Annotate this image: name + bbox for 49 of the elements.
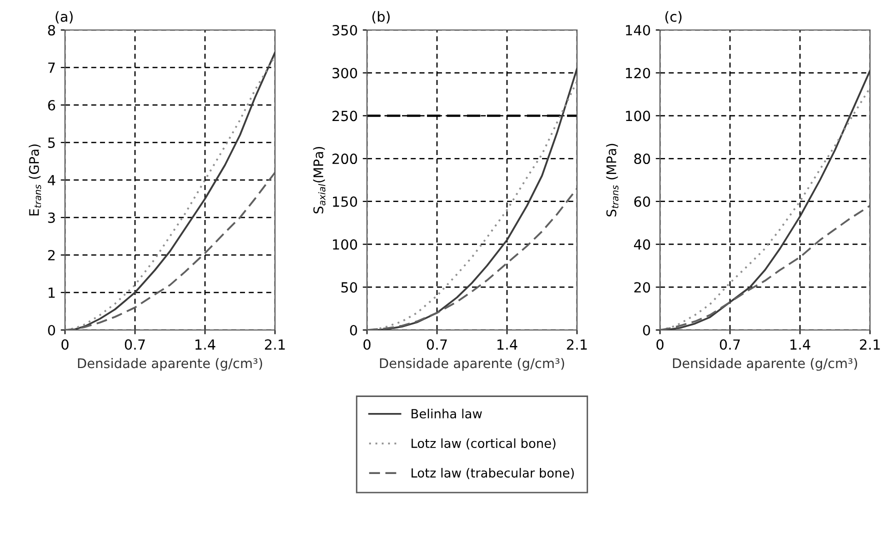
- x-axis-title: Densidade aparente (g/cm³): [673, 358, 858, 371]
- x-tick-label: 0: [656, 339, 664, 350]
- y-tick-label: 8: [48, 24, 56, 36]
- y-tick-label: 250: [332, 110, 358, 122]
- y-tick-label: 0: [48, 324, 56, 336]
- x-tick-label: 0.7: [720, 339, 740, 350]
- y-tick-label: 0: [643, 324, 650, 336]
- y-tick-label: 150: [332, 196, 358, 207]
- x-tick-label: 0.7: [124, 339, 145, 350]
- x-tick-label: 0: [363, 339, 370, 350]
- x-tick-label: 0.7: [426, 339, 447, 350]
- x-tick-label: 1.4: [195, 339, 216, 350]
- y-axis-title: S$_{trans}$ (MPa): [606, 144, 618, 216]
- legend-label: Belinha law: [412, 408, 482, 418]
- y-tick-label: 80: [634, 154, 650, 164]
- x-tick-label: 2.1: [566, 339, 587, 350]
- y-tick-label: 6: [48, 100, 56, 110]
- y-tick-label: 20: [634, 282, 650, 293]
- legend-label: Lotz law (cortical bone): [412, 438, 556, 450]
- y-tick-label: 1: [48, 288, 55, 298]
- y-tick-label: 7: [48, 62, 55, 73]
- x-tick-label: 2.1: [264, 339, 285, 350]
- chart-title: (b): [372, 11, 390, 24]
- x-axis-title: Densidade aparente (g/cm³): [380, 358, 564, 371]
- chart-title: (c): [665, 11, 682, 24]
- y-tick-label: 200: [332, 154, 358, 164]
- y-tick-label: 3: [48, 212, 55, 223]
- y-tick-label: 40: [634, 239, 650, 250]
- x-axis-title: Densidade aparente (g/cm³): [78, 358, 262, 371]
- chart-title: (a): [56, 11, 73, 24]
- y-tick-label: 50: [341, 282, 358, 293]
- y-tick-label: 0: [350, 324, 358, 336]
- x-tick-label: 1.4: [497, 339, 518, 350]
- y-tick-label: 5: [48, 138, 55, 148]
- y-axis-title: S$_{axial}$(MPa): [313, 146, 326, 214]
- y-tick-label: 60: [634, 196, 650, 207]
- y-tick-label: 100: [626, 110, 650, 122]
- x-tick-label: 0: [61, 339, 68, 350]
- y-tick-label: 300: [332, 68, 358, 78]
- y-tick-label: 120: [626, 68, 650, 78]
- x-tick-label: 1.4: [790, 339, 810, 350]
- y-tick-label: 350: [332, 24, 358, 36]
- x-tick-label: 2.1: [860, 339, 880, 350]
- y-tick-label: 140: [626, 24, 650, 36]
- legend-label: Lotz law (trabecular bone): [412, 468, 574, 480]
- y-tick-label: 2: [48, 250, 55, 260]
- y-tick-label: 4: [48, 175, 56, 186]
- y-tick-label: 100: [332, 239, 358, 250]
- y-axis-title: E$_{trans}$ (GPa): [28, 144, 42, 216]
